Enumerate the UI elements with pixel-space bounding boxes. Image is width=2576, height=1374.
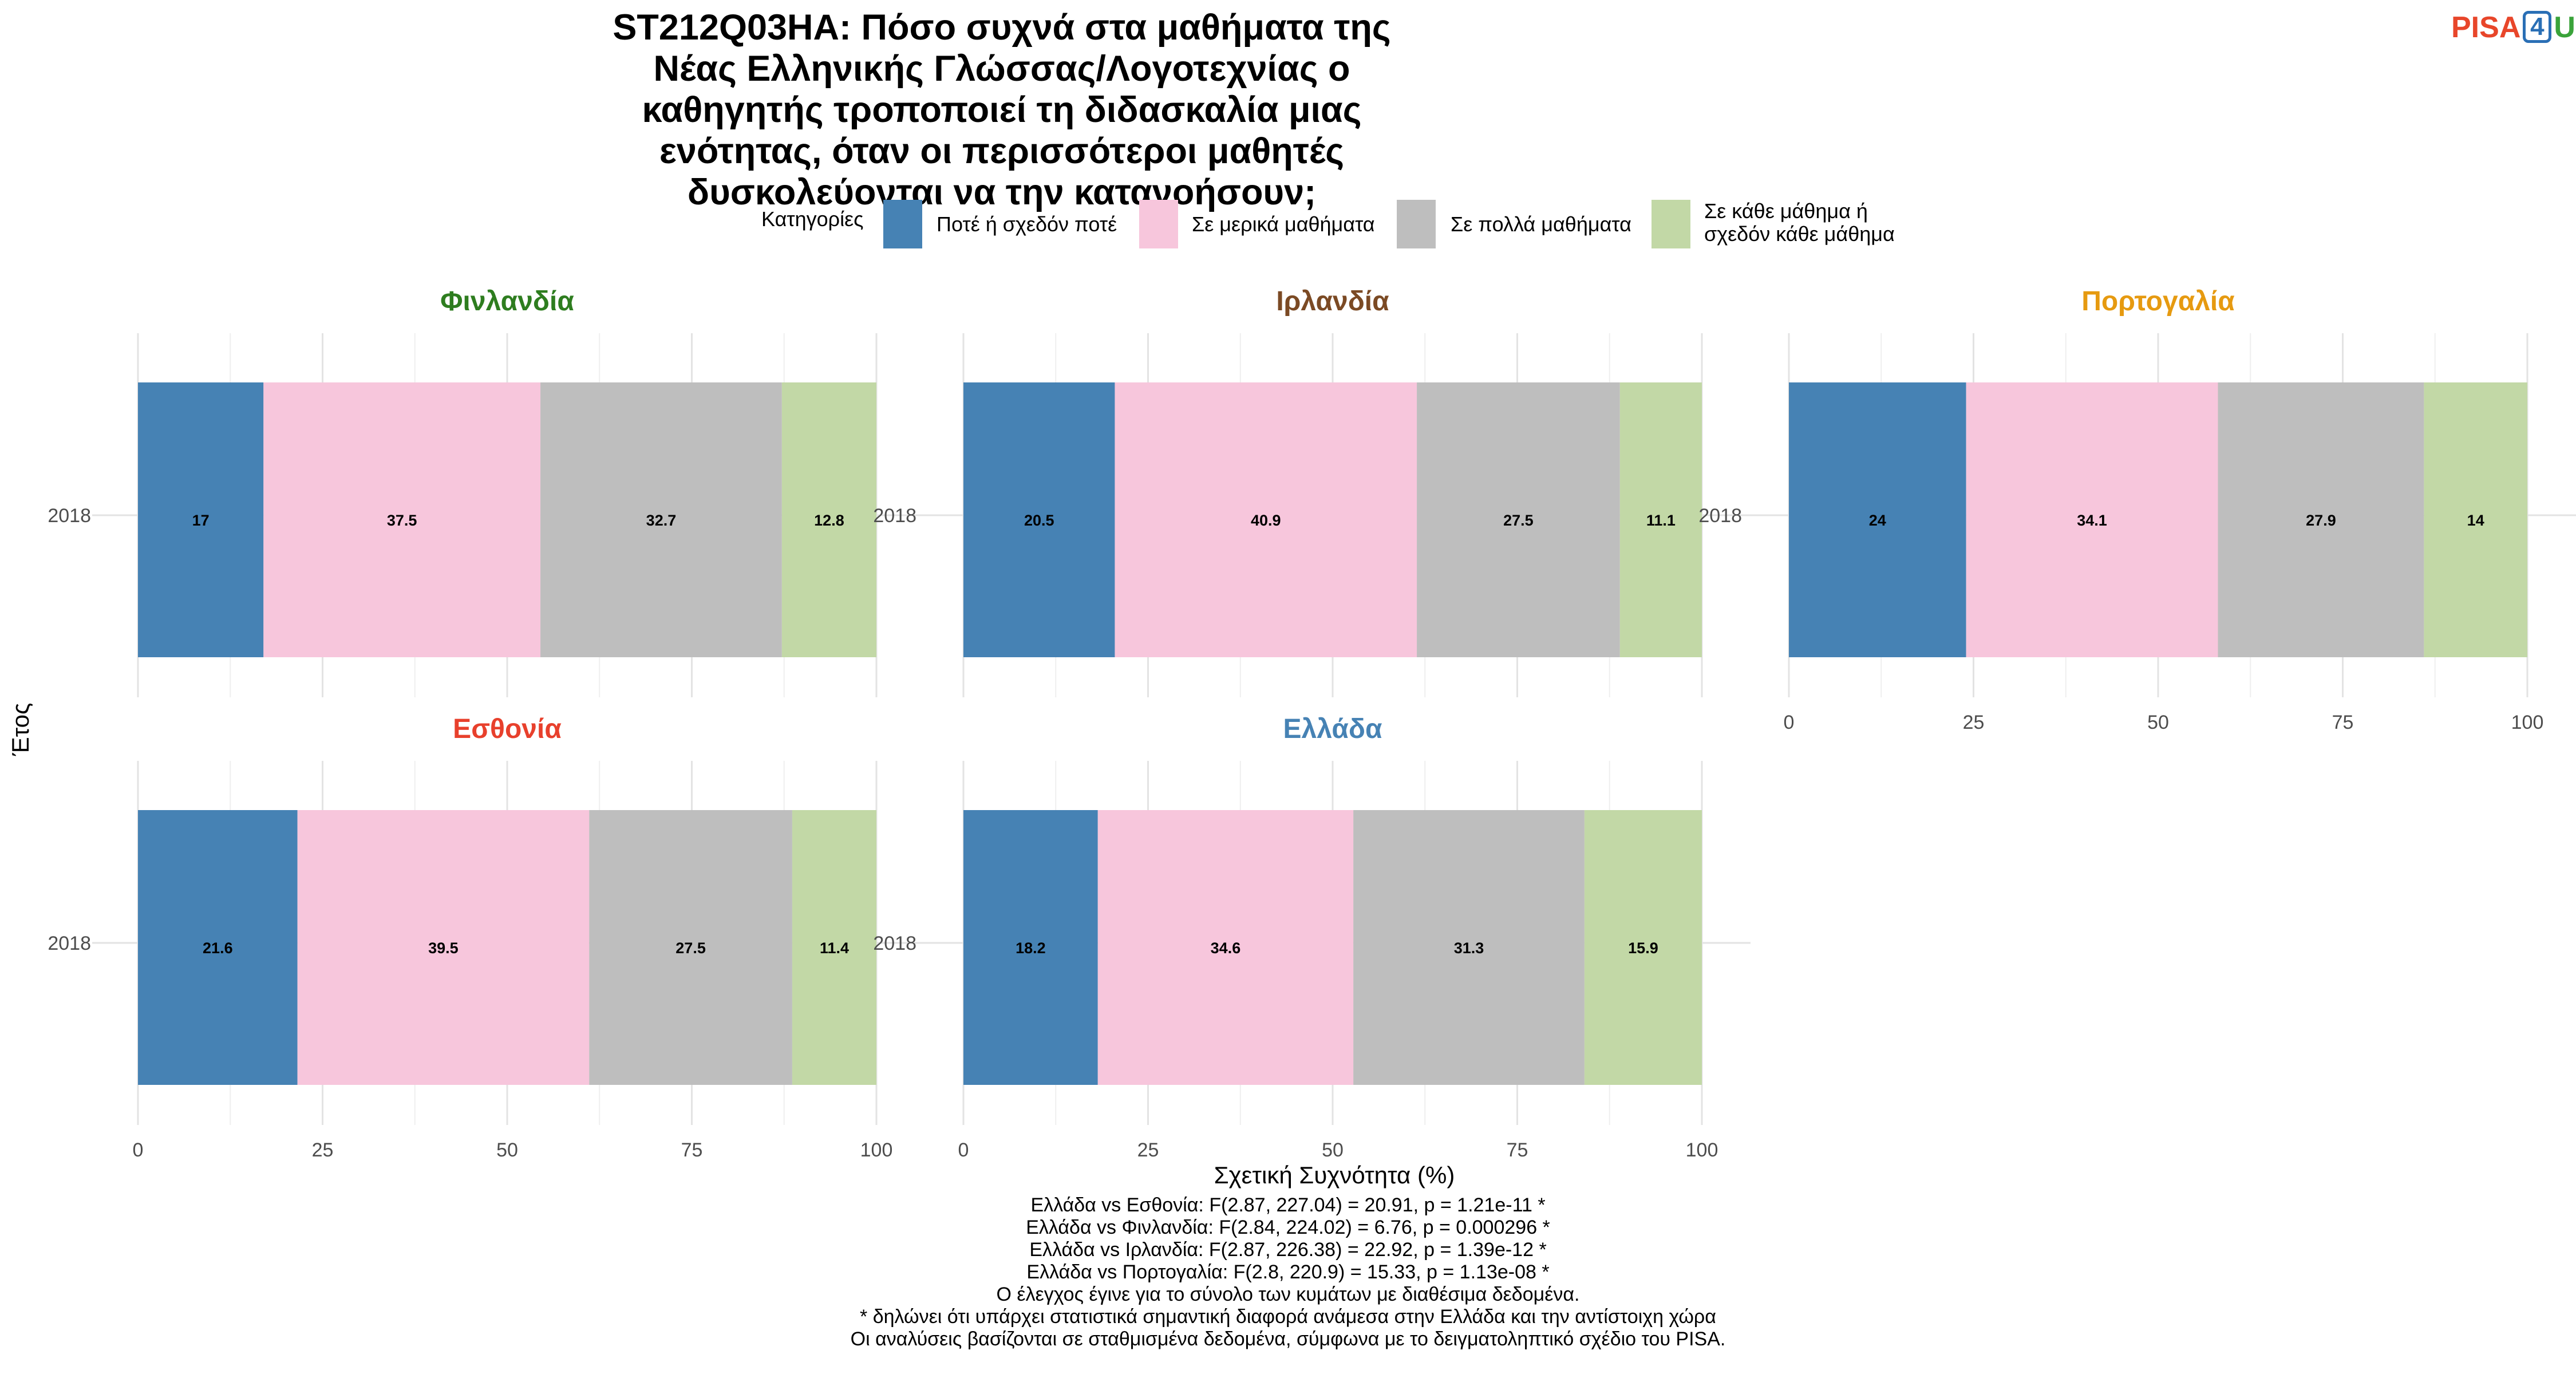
y-tick-label: 2018: [873, 505, 916, 527]
bar-segment: [138, 810, 298, 1085]
y-tick-label: 2018: [48, 505, 91, 527]
bar-segment: [1097, 810, 1354, 1085]
legend-title: Κατηγορίες: [761, 207, 864, 231]
bar-segment: [297, 810, 590, 1085]
panel-title-1: Φινλανδία: [440, 286, 574, 317]
x-tick-label: 75: [2332, 712, 2354, 733]
footer-line: Οι αναλύσεις βασίζονται σε σταθμισμένα δ…: [850, 1328, 1726, 1350]
legend-swatch-2: [1139, 200, 1178, 248]
x-tick-label: 75: [1507, 1139, 1528, 1161]
bar-segment: [1789, 382, 1966, 657]
bar-segment: [963, 810, 1098, 1085]
bar-segment: [2218, 382, 2424, 657]
bar-segment: [781, 382, 876, 657]
chart-title: ST212Q03HA: Πόσο συχνά στα μαθήματα της …: [613, 7, 1391, 212]
x-tick-label: 25: [1963, 712, 1985, 733]
x-tick-label: 25: [1137, 1139, 1159, 1161]
bar-segment: [1966, 382, 2218, 657]
x-axis-title: Σχετική Συχνότητα (%): [1214, 1162, 1455, 1189]
data-label: 31.3: [1454, 939, 1484, 957]
footer-line: Ελλάδα vs Ιρλανδία: F(2.87, 226.38) = 22…: [1029, 1239, 1547, 1261]
data-label: 17: [192, 512, 210, 529]
bar-segment: [2424, 382, 2527, 657]
x-tick-label: 0: [133, 1139, 144, 1161]
data-label: 34.1: [2077, 512, 2107, 529]
footer-line: Ο έλεγχος έγινε για το σύνολο των κυμάτω…: [996, 1284, 1580, 1305]
x-tick-label: 0: [958, 1139, 969, 1161]
bar-segment: [1417, 382, 1620, 657]
x-tick-label: 0: [1784, 712, 1795, 733]
y-axis-title: Έτος: [7, 703, 34, 757]
data-label: 21.6: [203, 939, 233, 957]
y-tick-label: 2018: [1698, 505, 1742, 527]
data-label: 14: [2467, 512, 2484, 529]
x-tick-label: 50: [1322, 1139, 1344, 1161]
bar-segment: [540, 382, 782, 657]
data-label: 15.9: [1628, 939, 1658, 957]
data-label: 12.8: [814, 512, 844, 529]
data-label: 39.5: [428, 939, 459, 957]
data-label: 18.2: [1016, 939, 1046, 957]
data-label: 34.6: [1211, 939, 1241, 957]
data-label: 27.5: [1503, 512, 1534, 529]
legend-label-3: Σε πολλά μαθήματα: [1451, 212, 1631, 236]
x-tick-label: 50: [496, 1139, 518, 1161]
bar-segment: [1619, 382, 1702, 657]
bar-segment: [138, 382, 264, 657]
data-label: 27.5: [675, 939, 706, 957]
x-tick-label: 100: [860, 1139, 893, 1161]
footer-line: Ελλάδα vs Εσθονία: F(2.87, 227.04) = 20.…: [1030, 1194, 1546, 1216]
x-tick-label: 100: [2511, 712, 2544, 733]
legend-swatch-4: [1652, 200, 1690, 248]
bar-segment: [792, 810, 876, 1085]
bar-segment: [1115, 382, 1417, 657]
y-tick-label: 2018: [873, 933, 916, 954]
panel-title-4: Εσθονία: [453, 714, 562, 744]
pisa4u-logo: PISA 4 U: [2451, 11, 2575, 44]
panel-title-3: Πορτογαλία: [2081, 286, 2235, 317]
footer-line: Ελλάδα vs Πορτογαλία: F(2.8, 220.9) = 15…: [1026, 1261, 1550, 1283]
x-tick-label: 25: [312, 1139, 334, 1161]
data-label: 11.4: [820, 939, 849, 957]
bar-segment: [1353, 810, 1585, 1085]
footer-line: Ελλάδα vs Φινλανδία: F(2.84, 224.02) = 6…: [1026, 1217, 1550, 1238]
data-label: 27.9: [2306, 512, 2336, 529]
legend-label-1: Ποτέ ή σχεδόν ποτέ: [937, 212, 1117, 236]
data-label: 37.5: [387, 512, 417, 529]
stacked-bar-chart: Κατηγορίες Ποτέ ή σχεδόν ποτέ Σε μερικά μα…: [7, 199, 2576, 1189]
bar-segment: [263, 382, 541, 657]
footer-notes: Ελλάδα vs Εσθονία: F(2.87, 227.04) = 20.…: [572, 1194, 2004, 1351]
legend-swatch-1: [883, 200, 922, 248]
x-tick-label: 50: [2147, 712, 2169, 733]
bar-segment: [1584, 810, 1702, 1085]
legend-label-2: Σε μερικά μαθήματα: [1192, 212, 1375, 236]
legend-swatch-3: [1397, 200, 1436, 248]
legend-label-4: Σε κάθε μάθημα ή σχεδόν κάθε μάθημα: [1704, 199, 1895, 246]
data-label: 11.1: [1646, 512, 1676, 529]
x-tick-label: 75: [681, 1139, 703, 1161]
footer-line: * δηλώνει ότι υπάρχει στατιστικά σημαντι…: [860, 1306, 1716, 1328]
bar-segment: [589, 810, 792, 1085]
data-label: 24: [1869, 512, 1886, 529]
y-tick-label: 2018: [48, 933, 91, 954]
data-label: 20.5: [1024, 512, 1054, 529]
data-label: 32.7: [646, 512, 677, 529]
bar-segment: [963, 382, 1115, 657]
data-label: 40.9: [1251, 512, 1281, 529]
x-tick-label: 100: [1686, 1139, 1718, 1161]
panel-title-2: Ιρλανδία: [1276, 286, 1389, 317]
panel-title-5: Ελλάδα: [1283, 714, 1382, 744]
